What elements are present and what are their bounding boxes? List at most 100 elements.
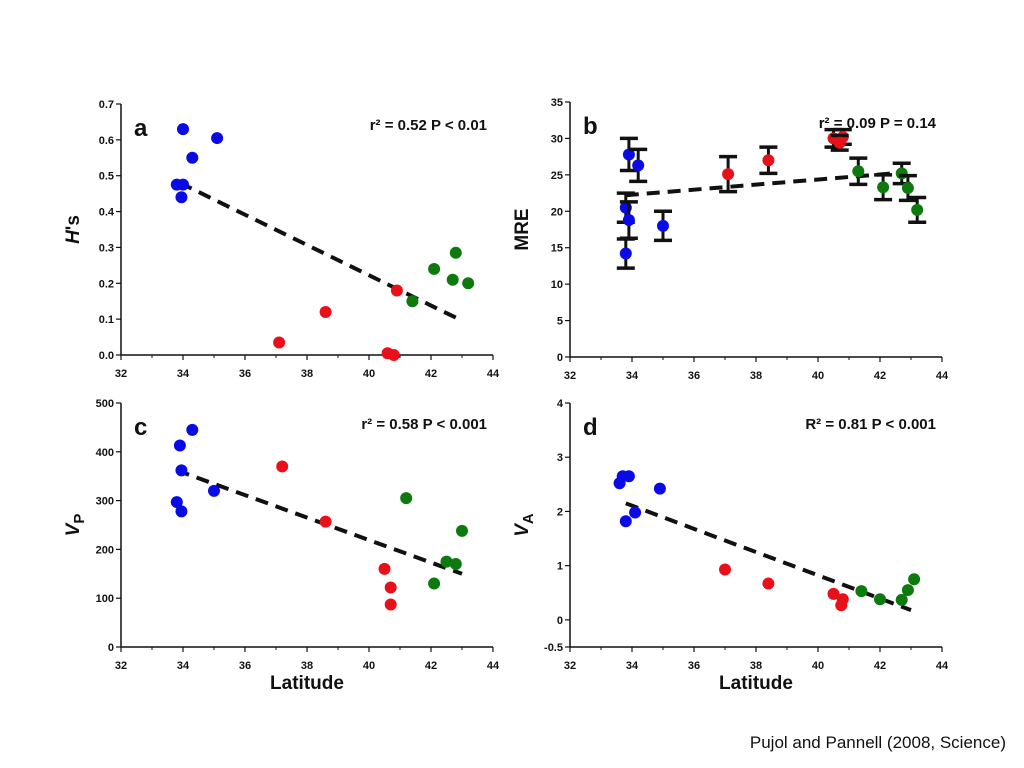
data-point-green bbox=[406, 295, 419, 308]
data-point-blue bbox=[177, 178, 189, 191]
x-tick-label: 36 bbox=[688, 370, 700, 382]
x-axis-label: Latitude bbox=[270, 673, 344, 694]
x-tick-label: 42 bbox=[874, 660, 886, 672]
y-tick-label: 100 bbox=[96, 593, 114, 605]
x-tick-label: 36 bbox=[688, 660, 700, 672]
data-point-green bbox=[440, 555, 453, 568]
regression-line bbox=[625, 170, 902, 198]
panel-letter: c bbox=[134, 414, 147, 441]
y-tick-label: 4 bbox=[557, 398, 564, 410]
panel-letter: b bbox=[583, 113, 598, 140]
x-tick-label: 42 bbox=[425, 368, 437, 380]
y-tick-label: 0.1 bbox=[99, 314, 114, 326]
x-tick-label: 42 bbox=[874, 370, 886, 382]
data-point-blue bbox=[653, 482, 666, 495]
data-point-green bbox=[911, 203, 924, 216]
x-tick-label: 32 bbox=[115, 660, 127, 672]
panel-letter: a bbox=[134, 115, 148, 142]
y-tick-label: 10 bbox=[551, 279, 563, 291]
data-point-blue bbox=[208, 484, 220, 497]
data-point-red bbox=[276, 460, 289, 473]
y-tick-label: 15 bbox=[551, 243, 563, 255]
data-point-blue bbox=[613, 477, 626, 490]
data-point-green bbox=[901, 584, 914, 597]
data-point-blue bbox=[175, 505, 188, 518]
x-tick-label: 40 bbox=[363, 660, 375, 672]
x-tick-label: 44 bbox=[936, 370, 949, 382]
x-tick-label: 38 bbox=[750, 370, 762, 382]
x-tick-label: 34 bbox=[626, 660, 639, 672]
y-tick-label: 0.4 bbox=[99, 207, 115, 219]
data-point-blue bbox=[173, 439, 186, 452]
data-point-blue bbox=[175, 191, 188, 204]
data-point-green bbox=[449, 558, 462, 571]
data-point-green bbox=[456, 524, 468, 537]
data-point-red bbox=[384, 598, 397, 611]
data-point-red bbox=[384, 581, 397, 594]
x-axis-label: Latitude bbox=[719, 673, 793, 694]
data-point-red bbox=[319, 305, 332, 318]
y-tick-label: 300 bbox=[96, 496, 114, 508]
data-point-green bbox=[428, 577, 441, 590]
x-tick-label: 40 bbox=[812, 370, 824, 382]
x-tick-label: 36 bbox=[239, 368, 251, 380]
y-tick-label: 0.6 bbox=[99, 135, 114, 147]
x-tick-label: 42 bbox=[425, 660, 437, 672]
data-point-red bbox=[827, 587, 840, 600]
data-point-blue bbox=[622, 148, 635, 161]
stat-annotation: r² = 0.09 P = 0.14 bbox=[819, 115, 937, 132]
x-tick-label: 44 bbox=[936, 660, 949, 672]
data-point-blue bbox=[632, 159, 645, 172]
y-tick-label: 0.5 bbox=[99, 171, 114, 183]
y-tick-label: 500 bbox=[96, 398, 114, 410]
regression-line bbox=[176, 468, 463, 576]
x-tick-label: 36 bbox=[239, 660, 251, 672]
y-axis-label: VA bbox=[512, 513, 537, 537]
data-point-green bbox=[428, 262, 441, 275]
data-point-blue bbox=[657, 219, 669, 232]
x-tick-label: 32 bbox=[564, 370, 576, 382]
data-point-green bbox=[874, 593, 886, 606]
x-tick-label: 38 bbox=[301, 368, 313, 380]
data-point-green bbox=[400, 492, 413, 505]
x-tick-label: 32 bbox=[115, 368, 127, 380]
data-point-green bbox=[908, 573, 921, 586]
x-tick-label: 32 bbox=[564, 660, 576, 672]
data-point-blue bbox=[186, 423, 199, 436]
data-point-red bbox=[833, 136, 846, 149]
data-point-red bbox=[387, 349, 400, 361]
data-point-red bbox=[762, 577, 775, 590]
y-tick-label: 0.0 bbox=[99, 350, 114, 362]
x-tick-label: 34 bbox=[177, 660, 190, 672]
panel-c: 32 34 36 38 40 42 44 0 100 200 300 400 500 VP Latitude… bbox=[63, 398, 500, 694]
x-tick-label: 44 bbox=[487, 368, 500, 380]
data-point-green bbox=[852, 165, 865, 178]
stat-annotation: R² = 0.81 P < 0.001 bbox=[805, 416, 936, 433]
data-point-blue bbox=[177, 123, 189, 136]
data-point-green bbox=[877, 181, 890, 194]
data-point-red bbox=[762, 154, 775, 167]
data-point-blue bbox=[622, 214, 635, 227]
data-point-green bbox=[446, 273, 459, 286]
data-point-blue bbox=[211, 132, 224, 145]
y-tick-label: 30 bbox=[551, 133, 563, 145]
y-tick-label: 5 bbox=[557, 316, 563, 328]
data-point-green bbox=[895, 593, 908, 606]
data-point-blue bbox=[619, 515, 632, 528]
x-tick-label: 34 bbox=[626, 370, 639, 382]
data-point-blue bbox=[629, 506, 642, 519]
y-tick-label: 25 bbox=[551, 170, 563, 182]
panel-b: 32 34 36 38 40 42 44 0 5 10 15 20 25 30 35 MRE b r² = 0.0… bbox=[512, 97, 949, 382]
y-tick-label: 200 bbox=[96, 544, 114, 556]
y-tick-label: 20 bbox=[551, 206, 563, 218]
data-point-red bbox=[319, 515, 332, 528]
y-tick-label: 3 bbox=[557, 452, 563, 464]
data-point-green bbox=[462, 277, 475, 290]
stat-annotation: r² = 0.58 P < 0.001 bbox=[361, 416, 487, 433]
data-point-green bbox=[901, 181, 914, 194]
data-point-blue bbox=[619, 247, 632, 260]
regression-line bbox=[625, 501, 912, 613]
y-tick-label: 0.3 bbox=[99, 242, 114, 254]
y-tick-label: 0 bbox=[108, 642, 114, 654]
